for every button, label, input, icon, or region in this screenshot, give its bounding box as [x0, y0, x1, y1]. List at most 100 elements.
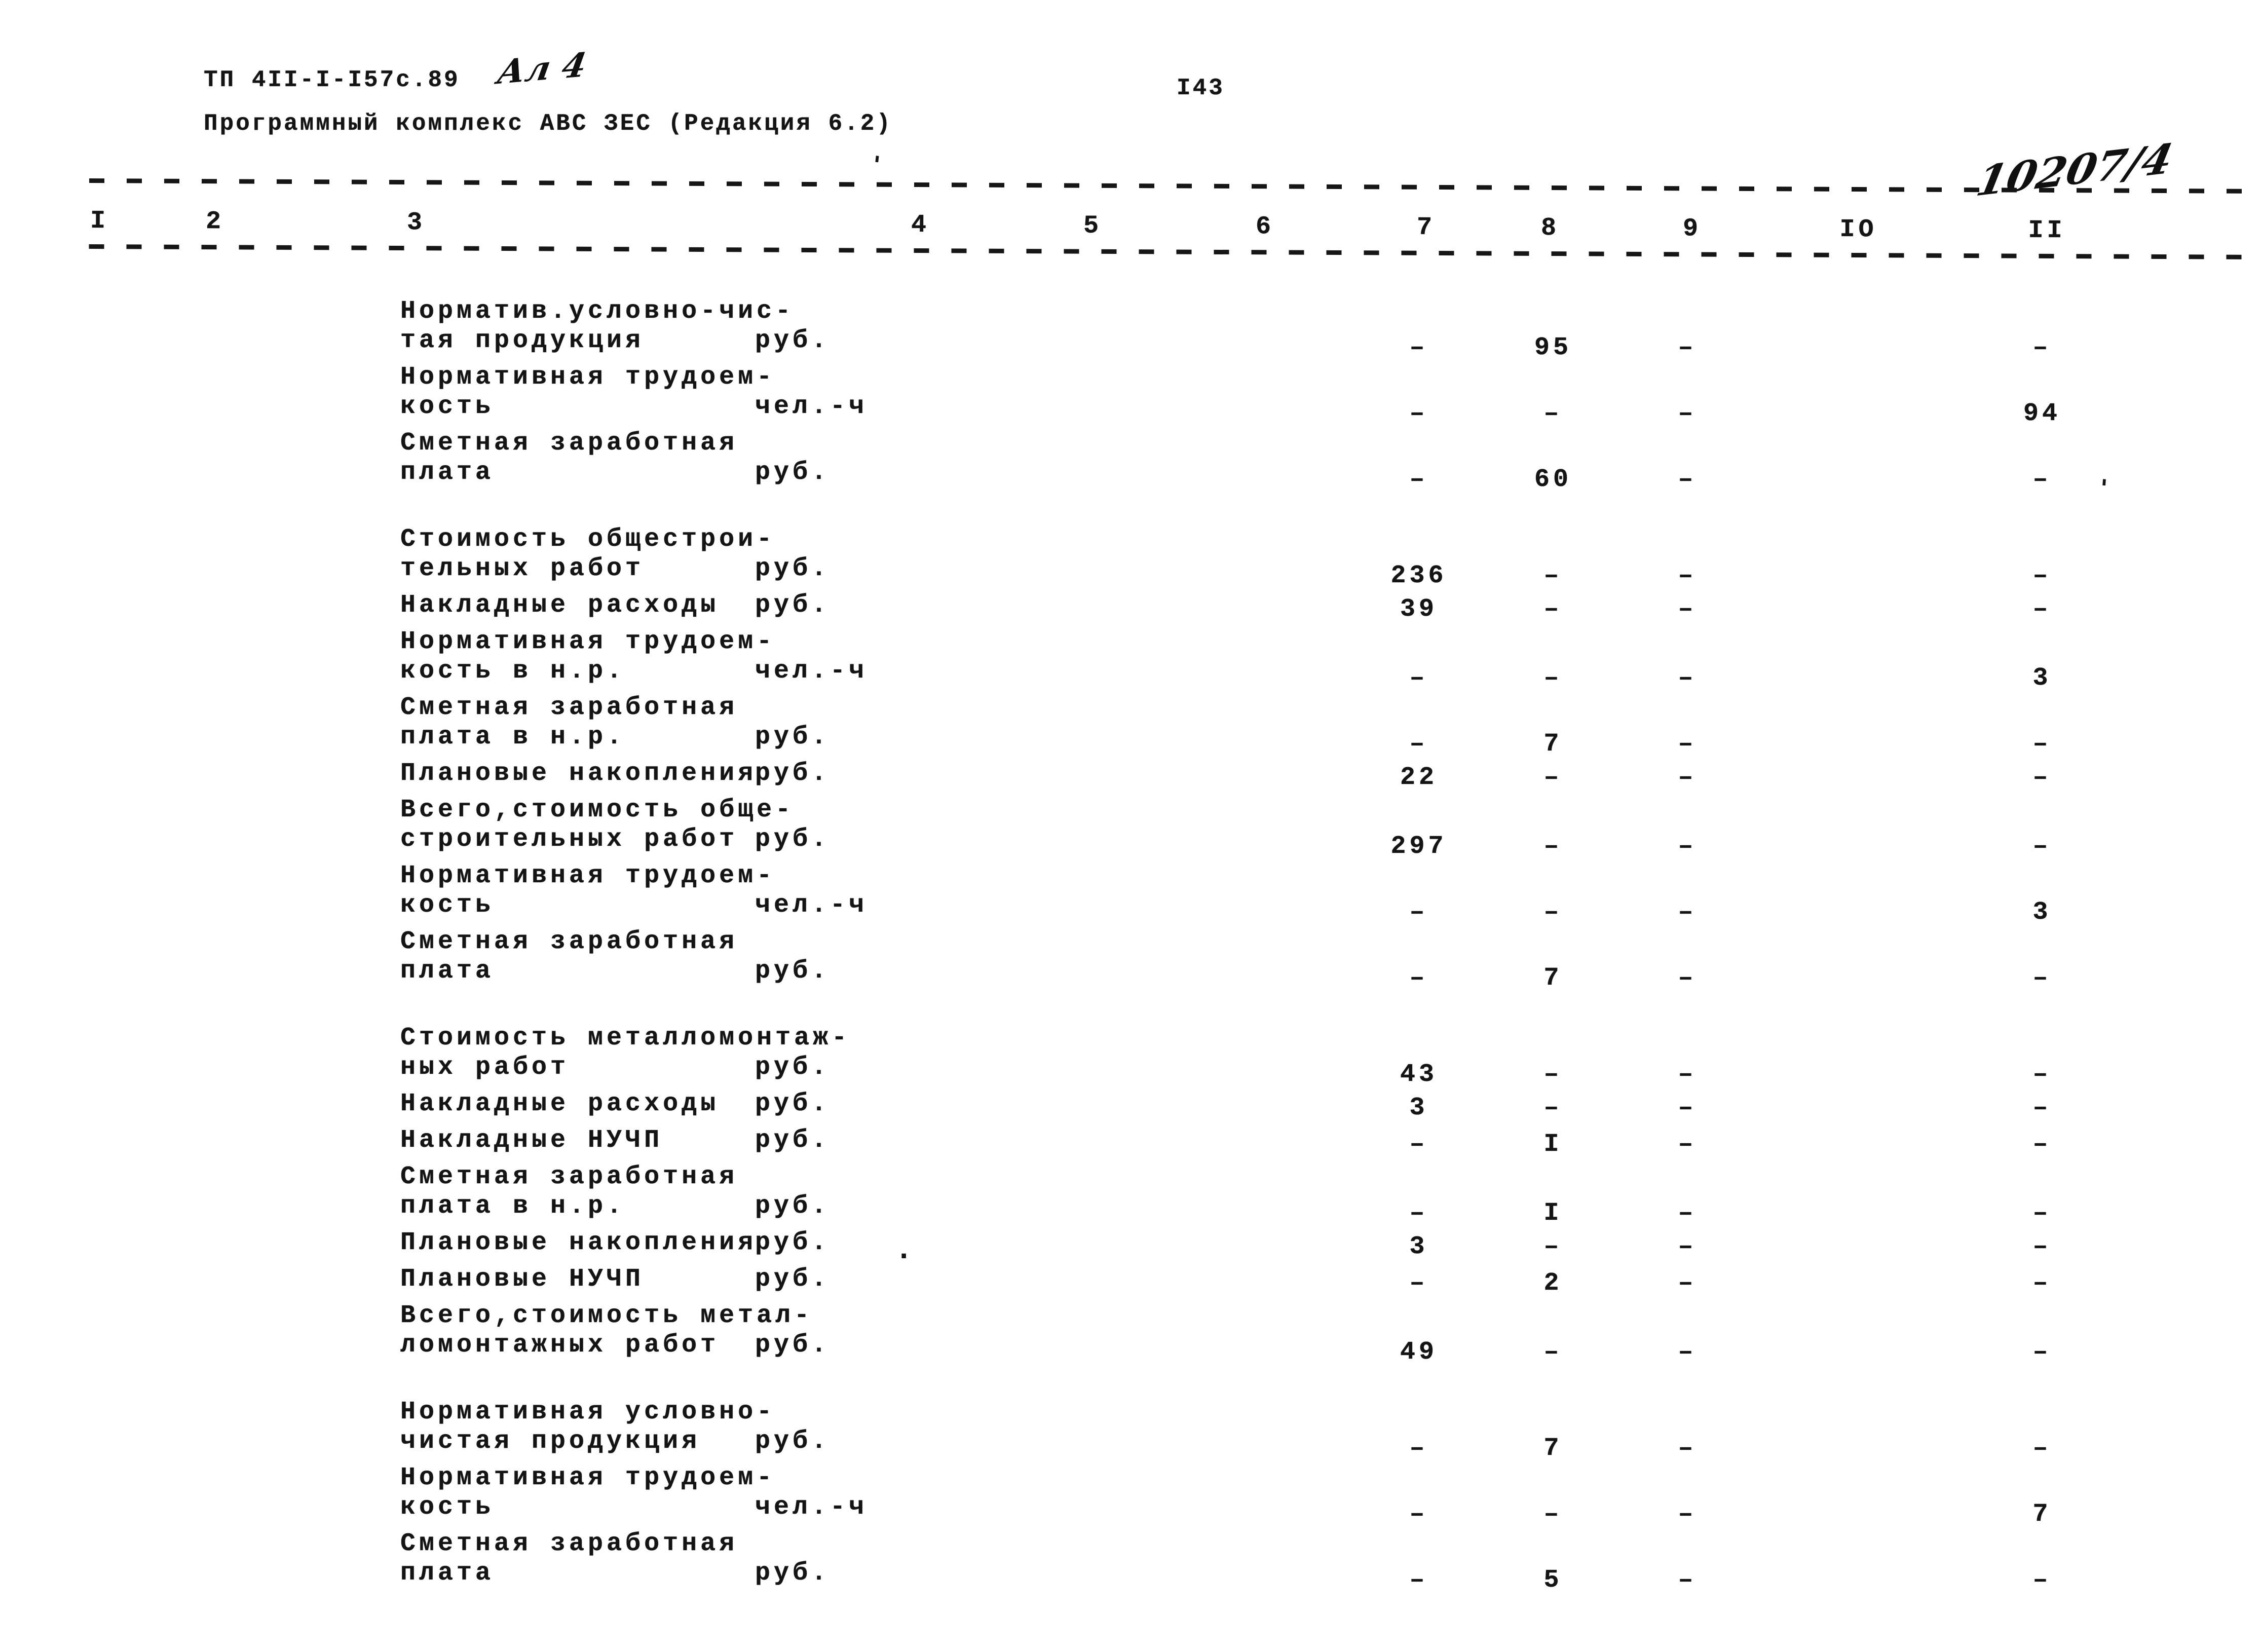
- row-unit: руб.: [755, 326, 831, 355]
- value-cell-col7: –: [1409, 664, 1428, 693]
- row-label-line: кость: [400, 1493, 495, 1522]
- row-label-line: Стоимость общестрои-: [400, 525, 776, 554]
- row-label-line: плата: [400, 957, 495, 986]
- value-cell-col7: –: [1409, 465, 1428, 494]
- row-unit: руб.: [755, 1331, 831, 1360]
- value-cell-col7: –: [1409, 333, 1428, 362]
- row-label-line: кость: [400, 392, 495, 421]
- value-cell-col9: –: [1678, 664, 1697, 693]
- value-cell-col8: 7: [1543, 1434, 1563, 1463]
- value-cell-col9: –: [1678, 1434, 1697, 1463]
- value-cell-col9: –: [1678, 832, 1697, 861]
- value-cell-col9: –: [1678, 1130, 1697, 1159]
- value-cell-col8: 7: [1543, 964, 1563, 993]
- row-label-line: Накладные расходы: [400, 591, 720, 620]
- value-cell-col11: –: [2032, 730, 2052, 759]
- row-unit: руб.: [755, 554, 831, 583]
- row-label-line: Нормативная условно-: [400, 1398, 776, 1426]
- row-unit: руб.: [755, 825, 831, 854]
- value-cell-col9: –: [1678, 763, 1697, 792]
- value-cell-col9: –: [1678, 1232, 1697, 1261]
- stray-mark: .: [896, 1234, 912, 1265]
- program-subtitle: Программный комплекс АВС ЗЕС (Редакция 6…: [204, 110, 892, 137]
- value-cell-col8: –: [1543, 399, 1563, 428]
- value-cell-col8: –: [1543, 763, 1563, 792]
- value-cell-col11: –: [2032, 1566, 2052, 1595]
- row-unit: руб.: [755, 1427, 831, 1456]
- row-label-line: Норматив.условно-чис-: [400, 297, 795, 326]
- value-cell-col7: 3: [1409, 1232, 1428, 1261]
- value-cell-col8: –: [1543, 832, 1563, 861]
- value-cell-col11: 3: [2032, 898, 2052, 927]
- row-label-line: Стоимость металломонтаж-: [400, 1024, 851, 1053]
- row-unit: чел.-ч: [755, 891, 868, 920]
- value-cell-col11: –: [2032, 333, 2052, 362]
- stray-mark: ': [868, 150, 885, 179]
- value-cell-col11: –: [2032, 763, 2052, 792]
- value-cell-col8: 7: [1543, 730, 1563, 759]
- value-cell-col8: I: [1543, 1130, 1563, 1159]
- value-cell-col7: 22: [1400, 763, 1438, 792]
- page-number: I43: [1177, 75, 1225, 101]
- row-unit: чел.-ч: [755, 392, 868, 421]
- row-label-line: Сметная заработная: [400, 927, 738, 956]
- stray-mark: ': [2096, 474, 2112, 502]
- value-cell-col8: –: [1543, 1500, 1563, 1529]
- value-cell-col9: –: [1678, 730, 1697, 759]
- row-label-line: Всего,стоимость метал-: [400, 1301, 813, 1330]
- value-cell-col7: 43: [1400, 1060, 1438, 1089]
- row-label-line: Нормативная трудоем-: [400, 1463, 776, 1492]
- value-cell-col11: –: [2032, 964, 2052, 993]
- value-cell-col7: –: [1409, 1500, 1428, 1529]
- row-label-line: тельных работ: [400, 554, 645, 583]
- row-label-line: ных работ: [400, 1053, 570, 1082]
- value-cell-col8: 60: [1534, 465, 1572, 494]
- value-cell-col11: 94: [2023, 399, 2061, 428]
- value-cell-col8: 5: [1543, 1566, 1563, 1595]
- row-label-line: строительных работ: [400, 825, 738, 854]
- value-cell-col8: –: [1543, 1060, 1563, 1089]
- row-label-line: плата: [400, 1559, 495, 1588]
- row-label-line: плата в н.р.: [400, 723, 626, 752]
- value-cell-col9: –: [1678, 1500, 1697, 1529]
- value-cell-col11: –: [2032, 595, 2052, 624]
- value-cell-col9: –: [1678, 1269, 1697, 1298]
- value-cell-col8: –: [1543, 1338, 1563, 1367]
- row-label-line: плата: [400, 458, 495, 487]
- value-cell-col8: –: [1543, 664, 1563, 693]
- value-cell-col7: –: [1409, 399, 1428, 428]
- row-label-line: Всего,стоимость обще-: [400, 796, 795, 824]
- row-unit: руб.: [755, 1126, 831, 1155]
- row-label-line: Сметная заработная: [400, 1162, 738, 1191]
- row-label-line: плата в н.р.: [400, 1192, 626, 1221]
- row-unit: руб.: [755, 723, 831, 752]
- value-cell-col7: 297: [1390, 832, 1447, 861]
- value-cell-col9: –: [1678, 1566, 1697, 1595]
- row-label-line: Плановые НУЧП: [400, 1265, 645, 1294]
- value-cell-col8: 95: [1534, 333, 1572, 362]
- row-unit: руб.: [755, 957, 831, 986]
- value-cell-col9: –: [1678, 465, 1697, 494]
- row-unit: руб.: [755, 591, 831, 620]
- value-cell-col9: –: [1678, 399, 1697, 428]
- value-cell-col9: –: [1678, 561, 1697, 590]
- row-label-line: кость в н.р.: [400, 657, 626, 686]
- value-cell-col8: –: [1543, 898, 1563, 927]
- value-cell-col11: –: [2032, 1269, 2052, 1298]
- document-code: ТП 4II-I-I57с.89: [204, 67, 460, 93]
- row-label-line: Накладные НУЧП: [400, 1126, 663, 1155]
- row-label-line: тая продукция: [400, 326, 645, 355]
- row-label-line: Накладные расходы: [400, 1090, 720, 1118]
- value-cell-col9: –: [1678, 1094, 1697, 1122]
- value-cell-col9: –: [1678, 1060, 1697, 1089]
- value-cell-col11: –: [2032, 1232, 2052, 1261]
- value-cell-col9: –: [1678, 898, 1697, 927]
- value-cell-col11: –: [2032, 561, 2052, 590]
- value-cell-col9: –: [1678, 595, 1697, 624]
- row-unit: руб.: [755, 458, 831, 487]
- value-cell-col9: –: [1678, 1338, 1697, 1367]
- row-unit: руб.: [755, 1053, 831, 1082]
- row-unit: руб.: [755, 759, 831, 788]
- value-cell-col8: –: [1543, 1094, 1563, 1122]
